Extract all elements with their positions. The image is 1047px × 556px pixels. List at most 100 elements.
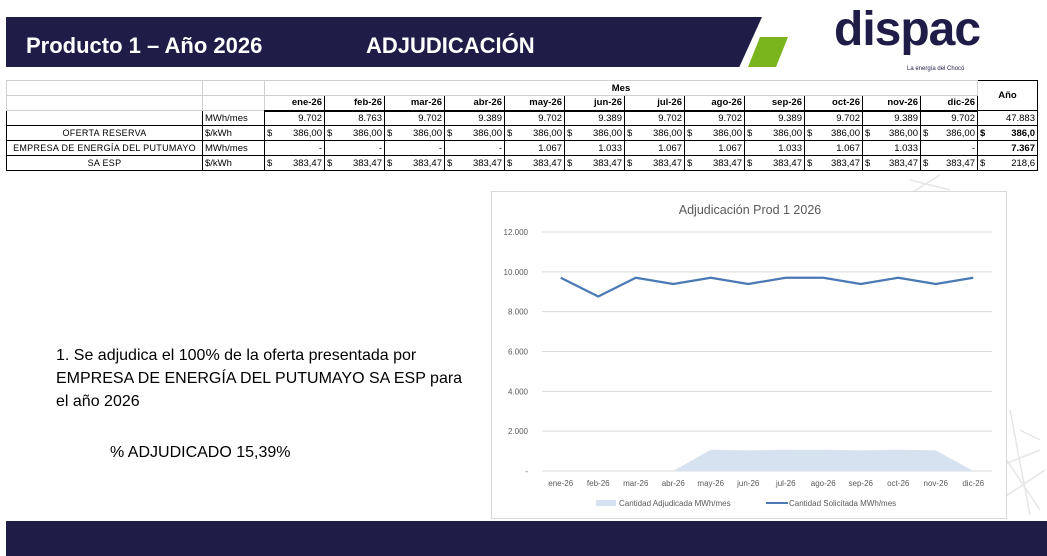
series-line-solicitada <box>560 276 974 298</box>
x-tick-label: dic-26 <box>962 479 984 488</box>
year-total-value: 386,0 <box>1011 127 1035 139</box>
currency-symbol: $ <box>387 127 393 139</box>
month-header: may-26 <box>504 95 565 112</box>
month-header: jul-26 <box>624 95 685 112</box>
currency-symbol: $ <box>447 157 453 169</box>
currency-symbol: $ <box>507 127 513 139</box>
table-row: EMPRESA DE ENERGÍA DEL PUTUMAYO MWh/mes - -… <box>6 140 1038 156</box>
y-tick-label: 4.000 <box>508 387 529 396</box>
currency-symbol: $ <box>507 157 513 169</box>
money-value: 386,00 <box>292 127 322 139</box>
value-cell: 1.033 <box>862 140 921 156</box>
value-cell: - <box>444 140 505 156</box>
value-cell: 1.033 <box>744 140 805 156</box>
value-cell: 9.389 <box>862 110 921 126</box>
month-group-header: Mes <box>264 80 978 96</box>
blank-cell <box>202 95 265 111</box>
summary-text: 1. Se adjudica el 100% de la oferta pres… <box>56 347 463 410</box>
currency-symbol: $ <box>687 127 693 139</box>
value-cell: 1.067 <box>684 140 745 156</box>
year-total-cell: $386,0 <box>977 125 1038 141</box>
currency-symbol: $ <box>923 127 929 139</box>
currency-symbol: $ <box>807 157 813 169</box>
money-value: 386,00 <box>945 127 975 139</box>
chart-title: Adjudicación Prod 1 2026 <box>679 203 822 217</box>
x-tick-label: ago-26 <box>811 479 836 488</box>
value-cell: 8.763 <box>324 110 385 126</box>
chart: Adjudicación Prod 1 2026 - 2.000 4.000 6.000… <box>491 191 1007 519</box>
value-cell: $383,47 <box>264 155 325 171</box>
x-tick-label: may-26 <box>697 479 724 488</box>
value-cell: $386,00 <box>804 125 863 141</box>
money-value: 383,47 <box>592 157 622 169</box>
value-cell: 9.389 <box>444 110 505 126</box>
value-cell: 9.702 <box>624 110 685 126</box>
row-name <box>6 110 203 126</box>
table-row: OFERTA RESERVA $/kWh $386,00 $386,00 $386,00… <box>6 125 1038 141</box>
value-cell: 1.033 <box>564 140 625 156</box>
money-value: 386,00 <box>412 127 442 139</box>
row-name-cont: OFERTA RESERVA <box>6 125 203 141</box>
currency-symbol: $ <box>980 157 986 169</box>
blank-cell <box>6 80 203 96</box>
currency-symbol: $ <box>807 127 813 139</box>
money-value: 383,47 <box>292 157 322 169</box>
currency-symbol: $ <box>327 127 333 139</box>
x-tick-label: ene-26 <box>548 479 573 488</box>
x-tick-label: oct-26 <box>887 479 910 488</box>
value-cell: 9.702 <box>920 110 978 126</box>
x-tick-label: sep-26 <box>849 479 874 488</box>
y-tick-label: - <box>525 467 528 476</box>
currency-symbol: $ <box>923 157 929 169</box>
month-header: oct-26 <box>804 95 863 112</box>
currency-symbol: $ <box>747 127 753 139</box>
value-cell: 1.067 <box>504 140 565 156</box>
value-cell: - <box>264 140 325 156</box>
value-cell: $383,47 <box>624 155 685 171</box>
chart-svg: Adjudicación Prod 1 2026 - 2.000 4.000 6.000… <box>504 203 992 508</box>
currency-symbol: $ <box>865 127 871 139</box>
logo-tagline: La energía del Chocó <box>907 66 965 72</box>
value-cell: $386,00 <box>862 125 921 141</box>
money-value: 386,00 <box>830 127 860 139</box>
value-cell: $386,00 <box>920 125 978 141</box>
value-cell: $386,00 <box>384 125 445 141</box>
money-value: 386,00 <box>712 127 742 139</box>
month-header: mar-26 <box>384 95 445 112</box>
y-tick-label: 12.000 <box>504 228 529 237</box>
money-value: 386,00 <box>532 127 562 139</box>
currency-symbol: $ <box>567 127 573 139</box>
value-cell: $386,00 <box>564 125 625 141</box>
currency-symbol: $ <box>267 127 273 139</box>
table-header-row: Mes Año <box>6 80 1038 111</box>
currency-symbol: $ <box>865 157 871 169</box>
money-value: 383,47 <box>412 157 442 169</box>
x-tick-label: mar-26 <box>623 479 649 488</box>
value-cell: $383,47 <box>862 155 921 171</box>
value-cell: - <box>324 140 385 156</box>
currency-symbol: $ <box>687 157 693 169</box>
month-header: ene-26 <box>264 95 325 112</box>
money-value: 383,47 <box>830 157 860 169</box>
value-cell: $383,47 <box>444 155 505 171</box>
table-row: SA ESP $/kWh $383,47 $383,47 $383,47 $383,47 $… <box>6 155 1038 171</box>
money-value: 383,47 <box>352 157 382 169</box>
value-cell: $383,47 <box>504 155 565 171</box>
money-value: 383,47 <box>772 157 802 169</box>
year-total-cell: 7.367 <box>977 140 1038 156</box>
unit-cell: MWh/mes <box>202 110 265 126</box>
month-header: dic-26 <box>920 95 978 112</box>
currency-symbol: $ <box>980 127 986 139</box>
year-total-value: 218,6 <box>1011 157 1035 169</box>
value-cell: $386,00 <box>504 125 565 141</box>
money-value: 386,00 <box>888 127 918 139</box>
currency-symbol: $ <box>627 127 633 139</box>
y-tick-label: 8.000 <box>508 308 529 317</box>
x-tick-label: jun-26 <box>736 479 760 488</box>
value-cell: 1.067 <box>624 140 685 156</box>
month-header: abr-26 <box>444 95 505 112</box>
value-cell: $383,47 <box>384 155 445 171</box>
section-title: ADJUDICACIÓN <box>366 33 535 58</box>
value-cell: $386,00 <box>324 125 385 141</box>
currency-symbol: $ <box>267 157 273 169</box>
